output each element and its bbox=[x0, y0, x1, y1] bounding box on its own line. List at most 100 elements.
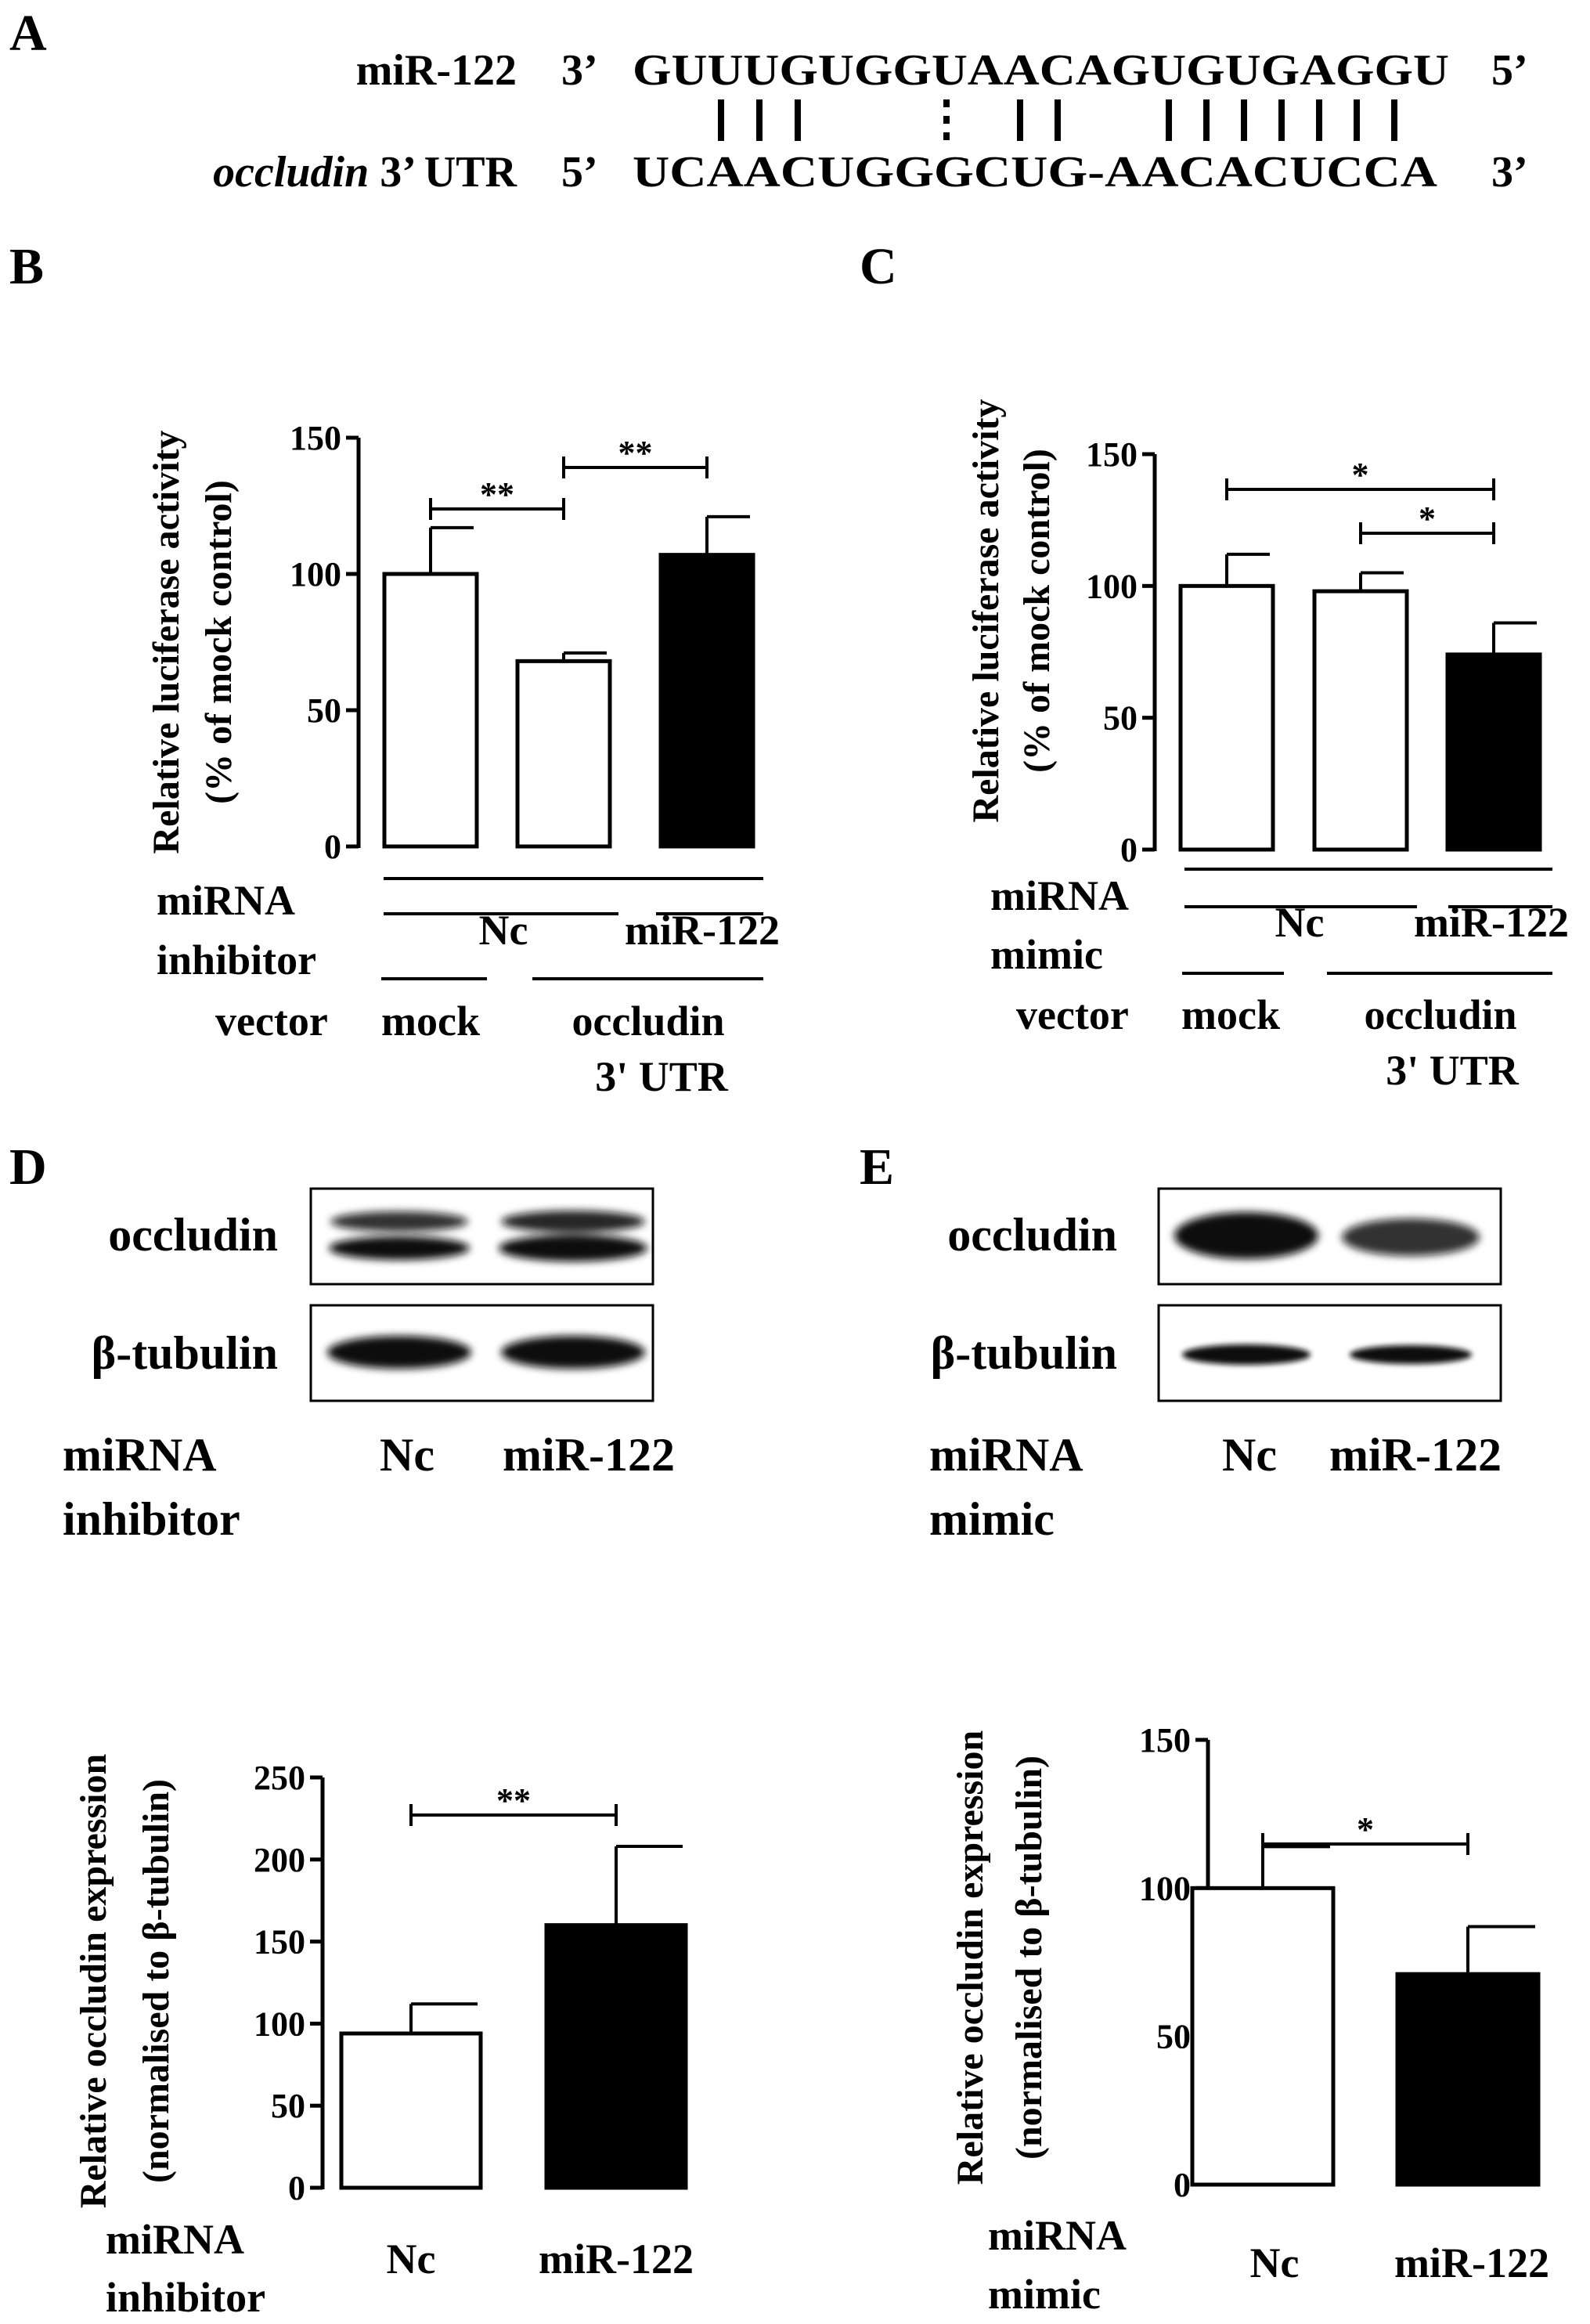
c-y-axis-title-line1: Relative luciferase activity bbox=[965, 399, 1007, 822]
b-bar bbox=[658, 553, 755, 849]
c-mock: mock bbox=[1181, 991, 1280, 1038]
c-mir122: miR-122 bbox=[1414, 899, 1569, 946]
d-y-tick-label: 50 bbox=[271, 2087, 305, 2125]
e-y-axis-title-line1: Relative occludin expression bbox=[950, 1730, 991, 2185]
e-significance-stars: * bbox=[1357, 1810, 1374, 1849]
chart-e: 0 50 100 150 Relative occludin expression (no… bbox=[950, 1721, 1541, 2204]
blot-e-lane-nc: Nc bbox=[1222, 1429, 1277, 1481]
c-row-vector: vector bbox=[1016, 991, 1129, 1038]
d-y-tick-label: 200 bbox=[254, 1841, 305, 1879]
c-y-tick-label: 0 bbox=[1120, 831, 1138, 869]
e-mir122: miR-122 bbox=[1394, 2239, 1549, 2286]
b-bar bbox=[515, 659, 612, 849]
blot-e-tubulin-label: β-tubulin bbox=[931, 1327, 1117, 1379]
blot-e-occludin-bands bbox=[1174, 1212, 1480, 1259]
d-y-tick-label: 250 bbox=[254, 1759, 305, 1797]
blot-e-tubulin-bands bbox=[1182, 1344, 1472, 1365]
b-y-axis-title-line2: (% of mock control) bbox=[198, 480, 240, 804]
b-significance-stars: ** bbox=[618, 434, 653, 472]
d-row-mirna: miRNA bbox=[106, 2216, 244, 2263]
e-bar bbox=[1190, 1886, 1336, 2187]
c-y-tick-label: 100 bbox=[1086, 567, 1138, 605]
b-y-tick-label: 150 bbox=[290, 419, 341, 457]
e-y-tick-label: 100 bbox=[1139, 1869, 1191, 1907]
b-significance-stars: ** bbox=[480, 475, 514, 514]
panel-letter-d: D bbox=[9, 1139, 47, 1196]
c-row-mimic: mimic bbox=[990, 931, 1103, 978]
b-bar bbox=[382, 572, 479, 849]
d-bar bbox=[339, 2031, 483, 2190]
c-y-tick-label: 150 bbox=[1086, 435, 1138, 474]
blot-d-occludin-bands bbox=[329, 1211, 647, 1261]
panel-letter-b: B bbox=[9, 238, 44, 295]
d-y-axis-title-line1: Relative occludin expression bbox=[73, 1754, 114, 2208]
target-label: occludin 3’ UTR bbox=[213, 148, 517, 197]
d-row-inhibitor: inhibitor bbox=[106, 2274, 265, 2321]
blot-d-tubulin-bands bbox=[327, 1336, 645, 1369]
western-blot-d bbox=[309, 1187, 654, 1402]
d-bar bbox=[544, 1923, 688, 2190]
e-bar bbox=[1395, 1972, 1541, 2187]
blot-d-tubulin-label: β-tubulin bbox=[92, 1327, 278, 1379]
e-row-mimic: mimic bbox=[988, 2271, 1101, 2318]
e-y-tick-label: 150 bbox=[1139, 1721, 1191, 1759]
chart-b: 0 50 100 150 Relative luciferase activity (% … bbox=[146, 419, 755, 866]
blot-d-row-inhibitor: inhibitor bbox=[63, 1493, 240, 1545]
b-utr: 3' UTR bbox=[595, 1053, 729, 1100]
c-occludin: occludin bbox=[1364, 991, 1516, 1038]
d-nc: Nc bbox=[387, 2236, 436, 2282]
blot-d-lane-mir122: miR-122 bbox=[503, 1429, 675, 1481]
target-left-end: 5’ bbox=[561, 148, 598, 197]
c-utr: 3' UTR bbox=[1386, 1047, 1520, 1094]
target-label-gene: occludin bbox=[213, 148, 369, 197]
blot-e-row-mimic: mimic bbox=[929, 1493, 1055, 1545]
blot-e-row-mirna: miRNA bbox=[929, 1429, 1083, 1481]
panel-letter-e: E bbox=[860, 1139, 894, 1196]
condition-table-b bbox=[381, 877, 763, 980]
mir-sequence: GUUUGUGGUAACAGUGUGAGGU bbox=[633, 46, 1449, 95]
c-bar bbox=[1178, 583, 1275, 852]
target-right-end: 3’ bbox=[1491, 148, 1528, 197]
d-y-tick-label: 100 bbox=[254, 2005, 305, 2043]
chart-c: 0 50 100 150 Relative luciferase activity (% … bbox=[965, 399, 1542, 869]
c-row-mirna: miRNA bbox=[990, 872, 1129, 919]
blot-d-row-mirna: miRNA bbox=[63, 1429, 217, 1481]
c-significance-stars: * bbox=[1419, 500, 1436, 538]
condition-table-c bbox=[1182, 868, 1552, 975]
b-y-tick-label: 100 bbox=[290, 555, 341, 594]
b-y-tick-label: 0 bbox=[324, 828, 341, 866]
b-y-tick-label: 50 bbox=[307, 691, 341, 730]
blot-e-occludin-label: occludin bbox=[947, 1209, 1117, 1261]
e-y-tick-label: 0 bbox=[1174, 2166, 1191, 2204]
e-nc: Nc bbox=[1250, 2239, 1300, 2286]
b-row-inhibitor: inhibitor bbox=[157, 936, 316, 983]
mir-left-end: 3’ bbox=[561, 46, 598, 95]
base-pair-marks bbox=[718, 99, 1397, 141]
blot-d-lane-nc: Nc bbox=[380, 1429, 434, 1481]
c-significance-stars: * bbox=[1352, 456, 1369, 494]
d-mir122: miR-122 bbox=[539, 2236, 694, 2282]
c-bar bbox=[1445, 652, 1542, 852]
e-y-axis-title-line2: (normalised to β-tubulin) bbox=[1008, 1756, 1050, 2160]
d-y-tick-label: 150 bbox=[254, 1923, 305, 1961]
b-nc: Nc bbox=[479, 907, 528, 954]
d-y-tick-label: 0 bbox=[288, 2169, 305, 2207]
target-label-utr: 3’ UTR bbox=[369, 148, 517, 197]
blot-e-lane-mir122: miR-122 bbox=[1329, 1429, 1502, 1481]
e-y-tick-label: 50 bbox=[1156, 2018, 1191, 2056]
c-nc: Nc bbox=[1275, 899, 1325, 946]
panel-letter-a: A bbox=[9, 5, 47, 62]
b-y-axis-title-line1: Relative luciferase activity bbox=[146, 430, 187, 853]
b-mock: mock bbox=[381, 998, 480, 1045]
western-blot-e bbox=[1157, 1187, 1502, 1402]
b-row-vector: vector bbox=[215, 998, 328, 1045]
target-sequence: UCAACUGGGCUG-AACACUCCA bbox=[633, 148, 1438, 197]
d-significance-stars: ** bbox=[496, 1781, 531, 1820]
panel-letter-c: C bbox=[860, 238, 897, 295]
b-row-mirna: miRNA bbox=[157, 877, 295, 924]
c-bar bbox=[1312, 589, 1409, 852]
blot-d-occludin-label: occludin bbox=[108, 1209, 278, 1261]
e-row-mirna: miRNA bbox=[988, 2212, 1127, 2259]
b-mir122: miR-122 bbox=[625, 907, 780, 954]
